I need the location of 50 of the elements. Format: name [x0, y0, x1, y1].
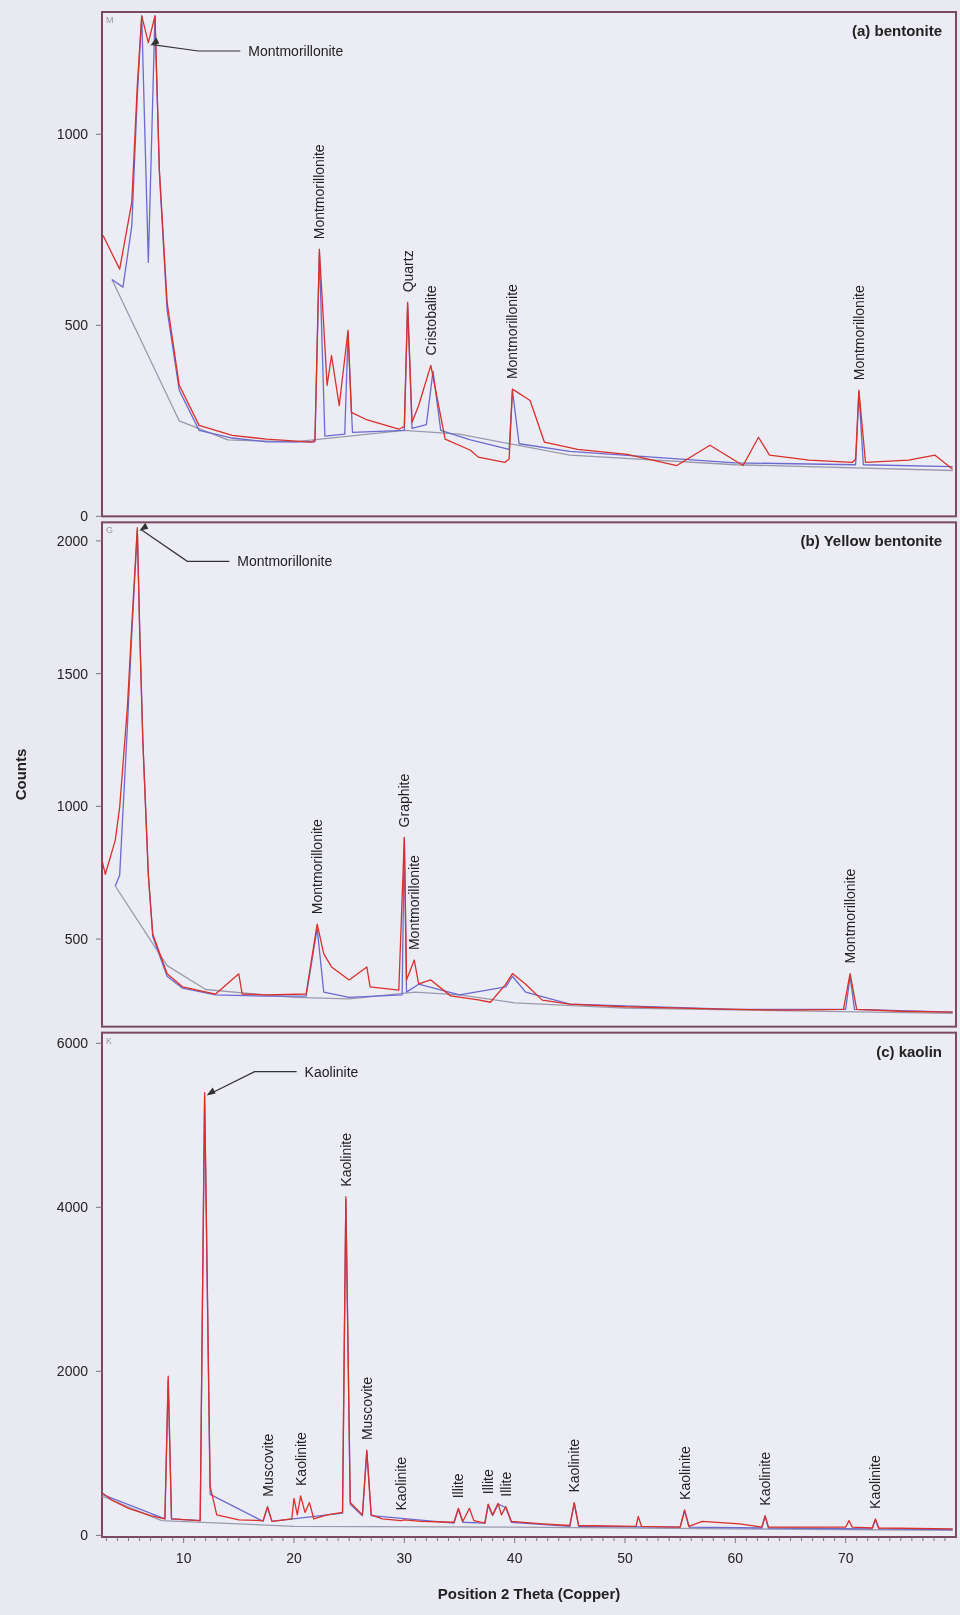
annotation: Illite — [450, 1473, 467, 1499]
y-axis-title: Counts — [12, 748, 29, 801]
annotation: Kaolinite — [337, 1132, 354, 1187]
annotation: Montmorillonite — [311, 144, 328, 240]
annotation: Muscovite — [259, 1433, 276, 1497]
annotation: Kaolinite — [867, 1455, 884, 1509]
annotation: Illite — [480, 1469, 497, 1495]
annotation: Cristobalite — [422, 285, 439, 356]
annotation: Montmorillonite — [504, 283, 521, 380]
x-tick-label: 20 — [286, 1550, 302, 1566]
annotation: Montmorillonite — [850, 285, 867, 381]
text: (b) Yellow bentonite — [800, 532, 942, 550]
x-tick-label: 70 — [837, 1550, 854, 1566]
y-tick-label: 2000 — [56, 532, 89, 549]
annotation: G — [106, 525, 114, 536]
y-tick-label: 0 — [80, 508, 89, 525]
annotation: Montmorillonite — [248, 43, 344, 59]
annotation: Muscovite — [358, 1376, 375, 1441]
annotation: Kaolinite — [292, 1432, 309, 1486]
annotation: M — [106, 15, 114, 25]
annotation: Graphite — [396, 773, 413, 828]
y-tick-label: 6000 — [56, 1035, 89, 1052]
annotation: Montmorillonite — [309, 819, 326, 915]
x-tick-label: 30 — [396, 1550, 413, 1566]
annotation: Kaolinite — [304, 1063, 359, 1080]
y-tick-label: 500 — [64, 930, 89, 947]
x-tick-label: 50 — [617, 1550, 633, 1566]
x-axis-title: Position 2 Theta (Copper) — [437, 1585, 621, 1602]
annotation: Kaolinite — [757, 1451, 774, 1506]
x-tick-label: 60 — [727, 1550, 744, 1566]
annotation: Quartz — [399, 250, 416, 293]
x-tick-label: 40 — [506, 1550, 523, 1566]
annotation: K — [106, 1035, 113, 1046]
y-tick-label: 0 — [80, 1527, 89, 1544]
text: (a) bentonite — [852, 22, 942, 39]
y-tick-label: 2000 — [56, 1363, 89, 1380]
y-tick-label: 1000 — [56, 126, 89, 143]
x-tick-label: 10 — [175, 1550, 192, 1566]
y-tick-label: 4000 — [56, 1199, 89, 1216]
y-tick-label: 500 — [64, 317, 89, 334]
annotation: Kaolinite — [676, 1446, 693, 1500]
annotation: Montmorillonite — [842, 868, 859, 964]
annotation: Illite — [497, 1471, 514, 1497]
annotation: Kaolinite — [566, 1438, 583, 1493]
y-tick-label: 1500 — [56, 665, 89, 682]
annotation: Kaolinite — [393, 1456, 410, 1511]
y-tick-label: 1000 — [56, 798, 89, 815]
annotation: Montmorillonite — [237, 553, 333, 570]
annotation: Montmorillonite — [406, 854, 423, 951]
text: (c) kaolin — [876, 1042, 942, 1060]
